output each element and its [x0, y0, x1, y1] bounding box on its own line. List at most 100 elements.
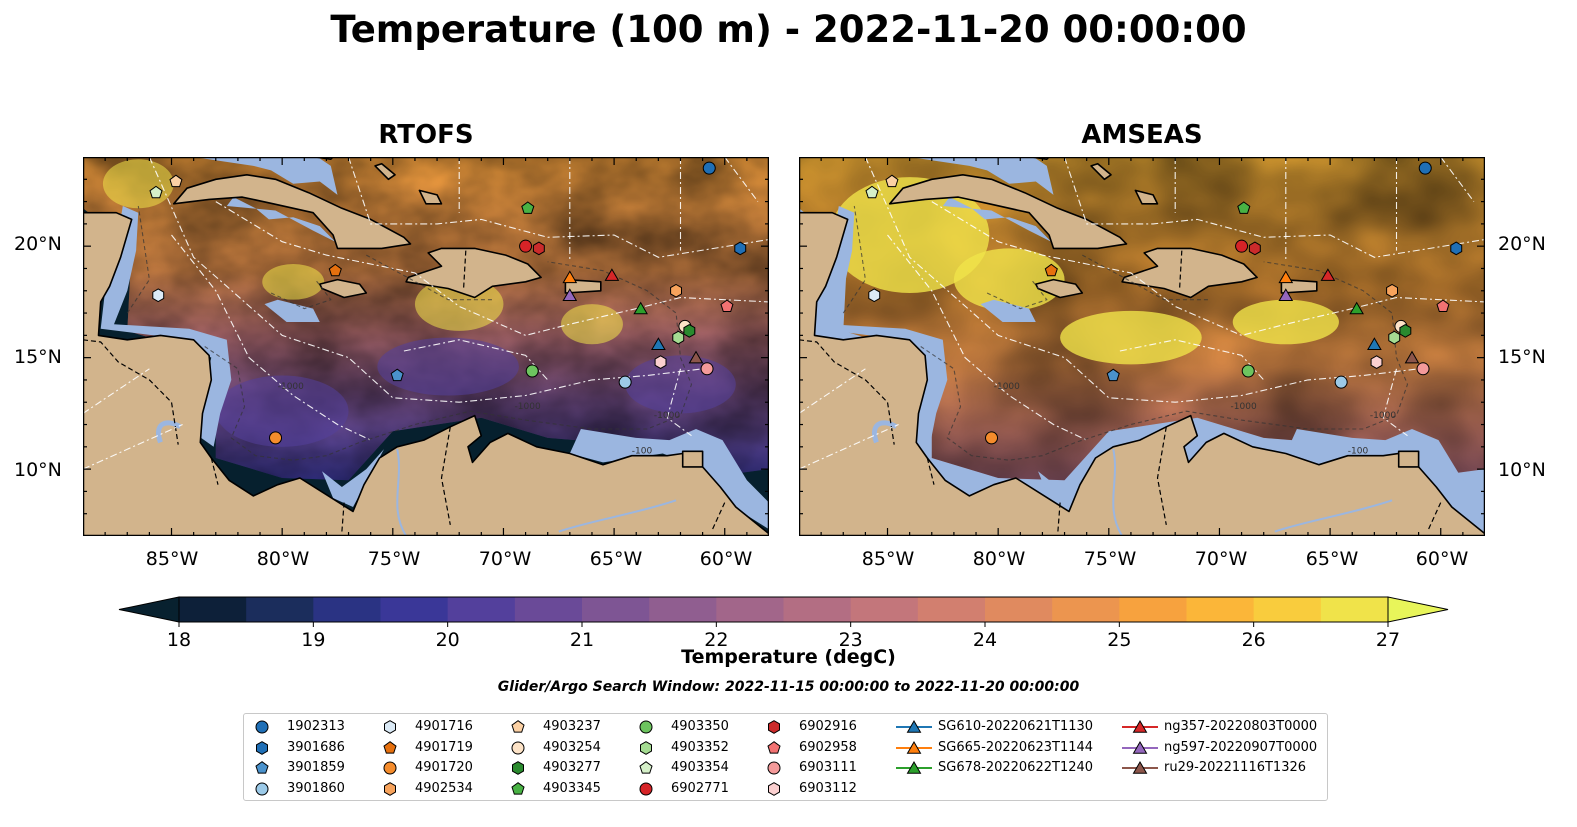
legend-marker [384, 720, 396, 734]
colorbar-bin [447, 597, 516, 622]
search-window-text: Glider/Argo Search Window: 2022-11-15 00… [497, 679, 1080, 695]
land-trinidad [1397, 450, 1420, 468]
legend-marker [1132, 720, 1148, 733]
country-border [1156, 426, 1167, 526]
colorbar-bin [582, 597, 650, 622]
triangle-marker-icon [1122, 761, 1158, 774]
platform-marker-6903112 [654, 355, 667, 369]
colorbar-tick-label: 22 [704, 629, 728, 647]
lake-nicaragua [156, 420, 182, 444]
eez-boundary [83, 423, 183, 470]
colorbar-tick-label: 25 [1107, 629, 1131, 647]
platform-marker-4903354 [149, 185, 163, 199]
cool-patch [377, 337, 519, 396]
warm-patch [560, 304, 623, 345]
lat-label-15n-left: 15°N [14, 346, 62, 368]
platform-marker-3901860 [618, 375, 632, 389]
platform-marker-sg610-20220621t1130 [1367, 337, 1382, 350]
colorbar-bin [313, 597, 381, 622]
platform-marker-ng357-20220803t0000 [604, 268, 620, 281]
legend-marker [906, 761, 922, 774]
platform-marker-4903354 [865, 185, 879, 199]
platform-marker-4901716 [152, 288, 165, 303]
colorbar-bin [716, 597, 784, 622]
legend-marker [768, 720, 780, 734]
hexagon-marker-icon [768, 781, 780, 796]
legend-marker [383, 761, 397, 775]
hexagon-marker-icon [256, 740, 268, 755]
legend-marker [639, 761, 653, 774]
triangle-marker-icon [896, 761, 932, 774]
eez-boundary [724, 157, 759, 202]
bathymetry-label: -100 [632, 447, 653, 457]
shallow-shelf [193, 157, 338, 195]
country-border [341, 502, 345, 532]
bathymetry-label: -1000 [515, 402, 541, 412]
legend-entry-label: 6902771 [671, 780, 729, 796]
cool-patch [625, 355, 736, 414]
amseas-panel-title: AMSEAS [1081, 120, 1203, 150]
colorbar-frame [178, 596, 1389, 623]
pentagon-marker-icon [383, 740, 397, 754]
legend-entry-label: 6903112 [799, 780, 857, 796]
rtofs-map: -1000 -1000 -1000 -100 [83, 157, 769, 536]
legend-marker [383, 740, 397, 754]
shallow-shelf [569, 429, 769, 530]
eez-boundary [347, 157, 769, 258]
bathymetry-label: -1000 [1370, 411, 1396, 421]
warm-patch [1060, 310, 1202, 365]
figure-title: Temperature (100 m) - 2022-11-20 00:00:0… [330, 8, 1247, 51]
platform-marker-4903345 [521, 201, 535, 214]
bathymetry-contour [366, 254, 493, 301]
legend-marker [255, 761, 269, 774]
bathymetry-label: -1000 [994, 382, 1020, 392]
legend-entry-label: 6903111 [799, 760, 857, 775]
platform-marker-ru29-20221116t1326 [1404, 350, 1420, 364]
shallow-shelf [226, 197, 336, 242]
legend-entry-label: 4903345 [543, 780, 601, 796]
platform-marker-4901719 [1044, 263, 1058, 277]
eez-boundary [1382, 368, 1408, 437]
shallow-shelf [1285, 429, 1485, 530]
circle-marker-icon [639, 782, 653, 795]
hexagon-marker-icon [384, 720, 396, 734]
platform-legend: 1902313 3901686 3901859 3901860 4901716 49017… [243, 713, 1328, 801]
country-border [440, 426, 451, 526]
colorbar-bin [1320, 597, 1389, 622]
eez-boundary [887, 234, 966, 358]
platform-marker-6903111 [700, 362, 714, 376]
land-central-america [83, 157, 769, 536]
platform-marker-sg665-20220623t1144 [1278, 270, 1294, 284]
rtofs-panel-title: RTOFS [378, 120, 474, 150]
platform-marker-4903237 [885, 174, 899, 188]
map-frame [83, 157, 769, 536]
country-border [210, 457, 219, 485]
bathymetry-label: -1000 [278, 382, 304, 392]
platform-marker-ng357-20220803t0000 [1320, 268, 1336, 281]
pentagon-marker-icon [511, 781, 525, 795]
bathymetry-contour [920, 261, 1409, 461]
platform-marker-6902771 [519, 239, 533, 253]
map-frame [799, 157, 1485, 536]
country-border [1426, 502, 1442, 532]
bathymetry-label: -1000 [1231, 402, 1257, 412]
platform-marker-4903277 [683, 324, 696, 338]
amseas-map: -1000 -1000 -1000 -100 [799, 157, 1485, 536]
colorbar-bin [246, 597, 314, 622]
colorbar-bin [179, 597, 247, 622]
country-border [1179, 250, 1183, 289]
hexagon-marker-icon [640, 740, 652, 755]
legend-entry-label: 3901860 [287, 780, 345, 796]
platform-marker-4901719 [328, 263, 342, 277]
lon-label-85w-amseas: 85°W [861, 548, 915, 570]
eez-boundary [1440, 157, 1475, 202]
river [1274, 499, 1393, 533]
eez-boundary [799, 423, 899, 470]
country-border [1057, 502, 1061, 532]
colorbar-bin [1186, 597, 1255, 622]
legend-entry-label: 4901716 [415, 719, 473, 734]
colorbar-bin [514, 597, 583, 622]
platform-marker-4902534 [670, 283, 682, 298]
platform-marker-3901686 [1450, 241, 1463, 256]
lat-label-20n-left: 20°N [14, 233, 62, 255]
